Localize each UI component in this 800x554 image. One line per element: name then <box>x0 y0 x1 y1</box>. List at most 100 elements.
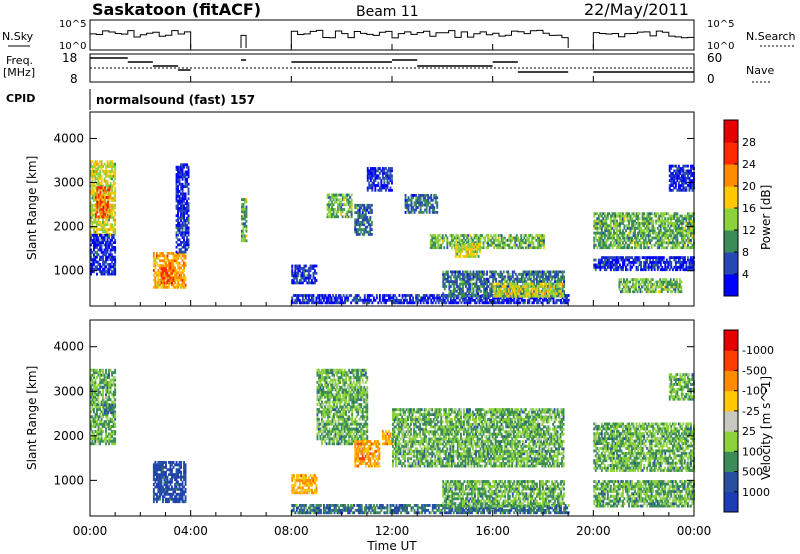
heatmap-cell <box>104 200 106 204</box>
heatmap-cell <box>529 285 532 288</box>
heatmap-cell <box>102 263 104 266</box>
heatmap-cell <box>515 285 518 288</box>
heatmap-cell <box>561 272 564 276</box>
heatmap-cell <box>99 174 101 178</box>
heatmap-cell <box>467 241 470 245</box>
heatmap-cell <box>177 221 179 225</box>
heatmap-cell <box>479 245 481 249</box>
heatmap-cell <box>90 263 92 266</box>
heatmap-cell <box>506 289 509 293</box>
heatmap-cell <box>186 243 188 247</box>
heatmap-cell <box>662 241 665 245</box>
heatmap-cell <box>361 208 364 212</box>
heatmap-cell <box>162 269 164 273</box>
heatmap-cell <box>532 277 535 281</box>
heatmap-cell <box>540 296 543 300</box>
heatmap-cell <box>626 285 628 289</box>
heatmap-cell <box>369 208 372 212</box>
heatmap-cell <box>529 270 532 274</box>
heatmap-cell <box>311 294 313 297</box>
heatmap-cell <box>526 236 529 240</box>
heatmap-cell <box>558 298 561 302</box>
heatmap-cell <box>449 280 452 283</box>
heatmap-cell <box>637 268 639 272</box>
heatmap-cell <box>634 241 636 245</box>
heatmap-cell <box>160 285 163 289</box>
heatmap-cell <box>646 224 649 228</box>
heatmap-cell <box>166 285 169 289</box>
heatmap-cell <box>241 207 243 211</box>
heatmap-cell <box>537 289 540 293</box>
heatmap-cell <box>413 194 416 197</box>
heatmap-cell <box>181 250 184 254</box>
heatmap-cell <box>516 280 519 283</box>
heatmap-cell <box>301 301 304 305</box>
heatmap-cell <box>388 174 390 178</box>
heatmap-cell <box>458 298 461 302</box>
heatmap-cell <box>429 234 432 237</box>
heatmap-cell <box>368 298 371 302</box>
heatmap-cell <box>431 236 434 240</box>
heatmap-cell <box>381 294 384 297</box>
heatmap-cell <box>102 270 104 274</box>
heatmap-cell <box>649 265 652 269</box>
heatmap-cell <box>518 246 521 250</box>
heatmap-cell <box>644 236 647 240</box>
heatmap-cell <box>407 211 410 214</box>
heatmap-cell <box>99 208 102 211</box>
heatmap-cell <box>157 281 160 284</box>
heatmap-cell <box>475 270 478 274</box>
heatmap-cell <box>691 188 694 192</box>
heatmap-cell <box>660 280 663 284</box>
heatmap-cell <box>690 263 692 267</box>
heatmap-cell <box>340 208 343 211</box>
heatmap-cell <box>675 278 678 281</box>
heatmap-cell <box>685 186 688 190</box>
heatmap-cell <box>114 162 117 166</box>
heatmap-cell <box>505 285 508 288</box>
heatmap-cell <box>102 258 104 261</box>
heatmap-cell <box>451 301 454 305</box>
heatmap-cell <box>647 239 650 242</box>
heatmap-cell <box>366 301 369 305</box>
heatmap-cell <box>328 208 330 211</box>
heatmap-cell <box>561 277 564 281</box>
heatmap-cell <box>312 296 315 300</box>
heatmap-cell <box>622 241 624 245</box>
heatmap-cell <box>380 179 383 182</box>
heatmap-cell <box>97 220 100 224</box>
heatmap-cell <box>471 296 473 300</box>
heatmap-cell <box>499 241 502 245</box>
heatmap-cell <box>354 203 357 207</box>
heatmap-cell <box>361 228 364 231</box>
heatmap-cell <box>443 239 446 242</box>
heatmap-cell <box>312 276 315 280</box>
heatmap-cell <box>621 283 624 286</box>
heatmap-cell <box>105 260 107 264</box>
heatmap-cell <box>112 203 115 207</box>
heatmap-cell <box>631 224 633 228</box>
heatmap-cell <box>507 301 510 305</box>
heatmap-cell <box>391 181 393 185</box>
heatmap-cell <box>494 287 497 291</box>
heatmap-cell <box>676 231 679 235</box>
heatmap-cell <box>683 243 686 247</box>
heatmap-cell <box>496 301 499 305</box>
heatmap-cell <box>647 285 650 289</box>
heatmap-cell <box>181 194 184 198</box>
heatmap-cell <box>175 283 178 287</box>
heatmap-cell <box>437 246 440 250</box>
heatmap-cell <box>546 280 549 283</box>
heatmap-cell <box>366 169 369 173</box>
heatmap-cell <box>549 275 552 279</box>
heatmap-cell <box>340 203 343 207</box>
heatmap-cell <box>404 198 407 202</box>
heatmap-cell <box>186 238 188 242</box>
heatmap-cell <box>680 261 683 264</box>
heatmap-cell <box>184 285 187 289</box>
heatmap-cell <box>98 215 100 219</box>
heatmap-cell <box>300 271 303 275</box>
heatmap-cell <box>609 222 612 225</box>
heatmap-cell <box>434 246 437 250</box>
heatmap-cell <box>525 275 528 279</box>
